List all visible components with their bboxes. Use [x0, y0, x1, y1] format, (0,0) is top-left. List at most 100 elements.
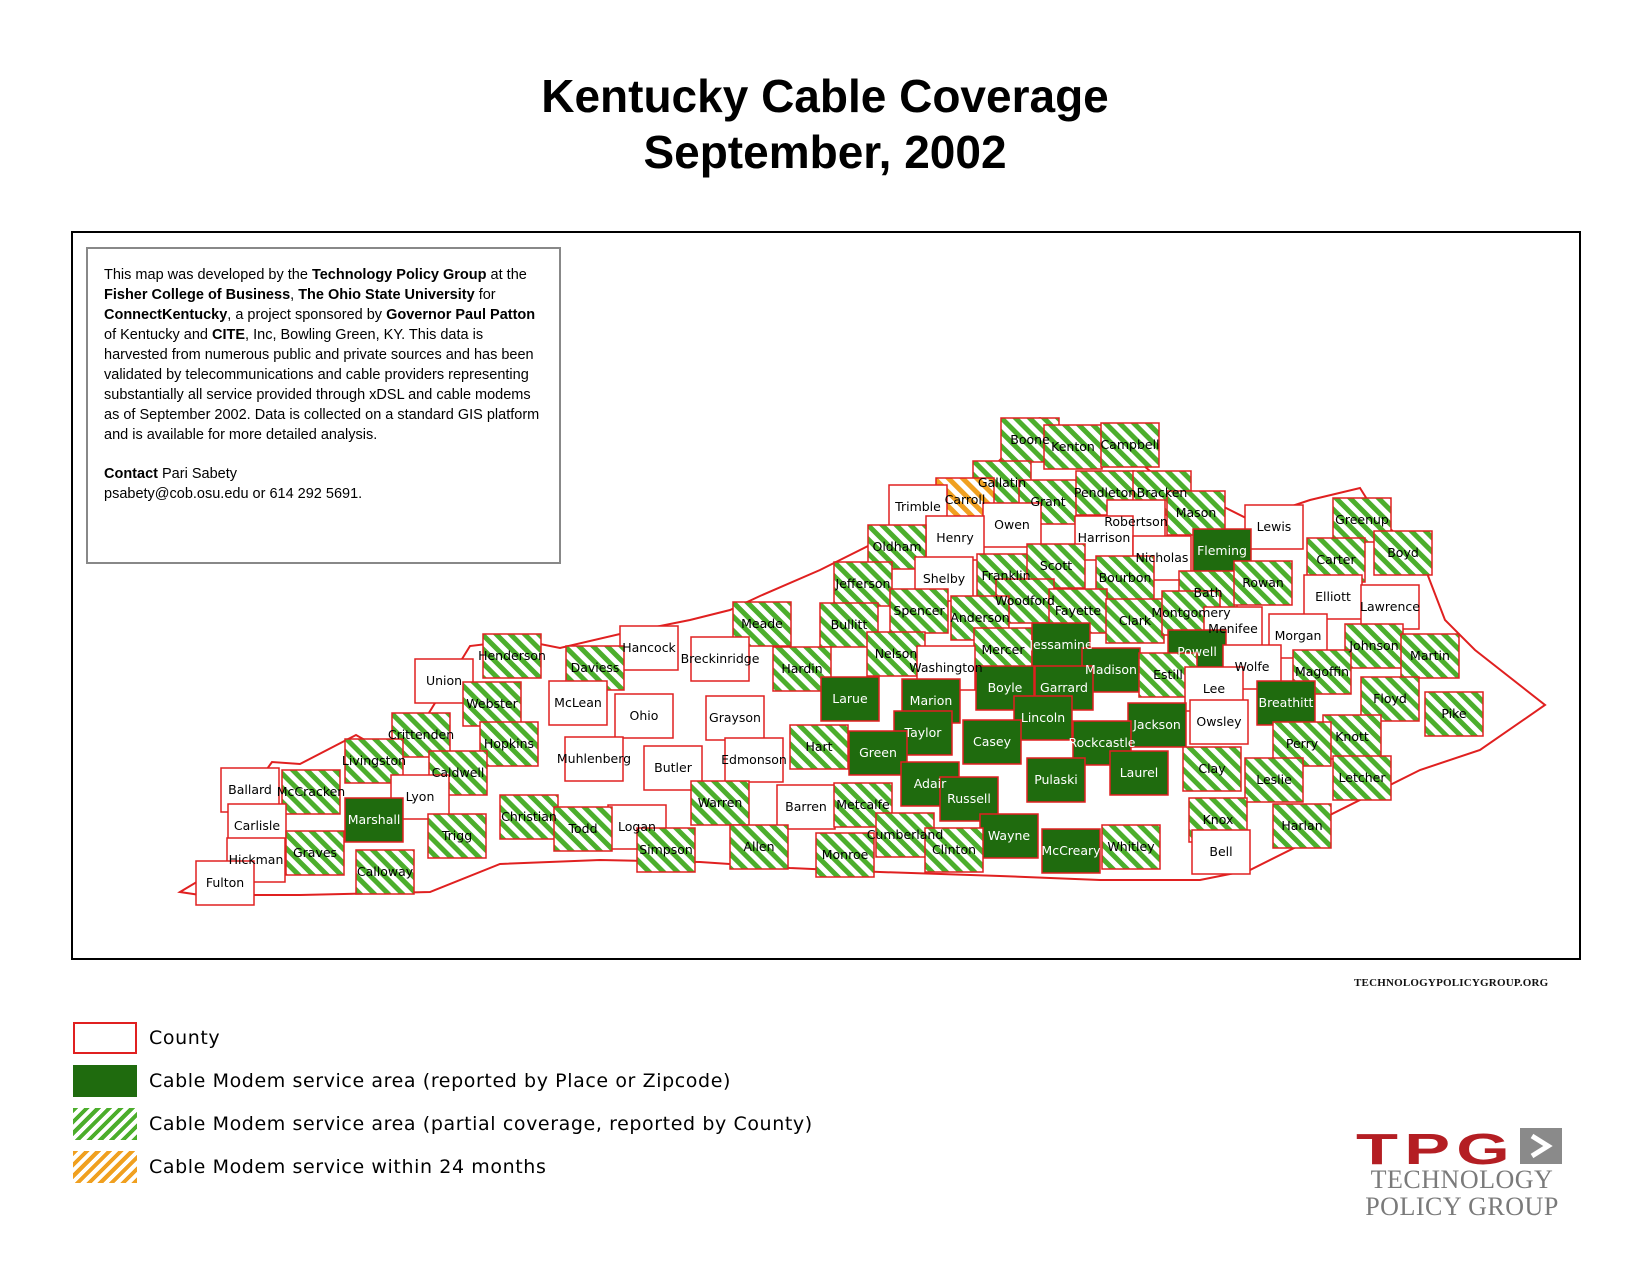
county-label: Carter	[1316, 552, 1356, 567]
county-label: Robertson	[1104, 514, 1168, 529]
legend-item-county: County	[73, 1022, 833, 1056]
legend-swatch-hatch-green	[73, 1108, 137, 1140]
county-warren	[690, 780, 750, 826]
county-label: Estill	[1153, 667, 1183, 682]
county-label: Rowan	[1242, 575, 1284, 590]
county-label: Nelson	[875, 646, 918, 661]
county-label: Shelby	[923, 571, 966, 586]
county-laurel	[1109, 750, 1169, 796]
county-floyd	[1360, 676, 1420, 722]
legend-label: Cable Modem service area (partial covera…	[149, 1113, 813, 1135]
county-whitley	[1101, 824, 1161, 870]
county-label: Hopkins	[484, 736, 534, 751]
info-text: for	[474, 287, 496, 303]
county-label: Green	[859, 745, 897, 760]
county-label: Spencer	[893, 603, 945, 618]
county-label: Caldwell	[432, 765, 485, 780]
county-mason	[1166, 490, 1226, 536]
legend-label: County	[149, 1027, 221, 1049]
county-label: Washington	[909, 660, 982, 675]
county-label: Lincoln	[1021, 710, 1065, 725]
contact-details: psabety@cob.osu.edu or 614 292 5691.	[104, 486, 363, 502]
county-label: Greenup	[1335, 512, 1389, 527]
legend-label: Cable Modem service within 24 months	[149, 1156, 547, 1178]
county-label: McLean	[554, 695, 602, 710]
county-marshall	[344, 797, 404, 843]
county-label: Mercer	[981, 642, 1025, 657]
county-label: McCreary	[1041, 843, 1101, 858]
title-line-2: September, 2002	[643, 126, 1007, 178]
county-elliott	[1303, 574, 1363, 620]
county-muhlenberg	[564, 736, 624, 782]
county-mccracken	[281, 769, 341, 815]
county-barren	[776, 784, 836, 830]
county-label: Larue	[832, 691, 868, 706]
county-label: Knott	[1335, 729, 1369, 744]
county-pike	[1424, 691, 1484, 737]
county-label: Casey	[973, 734, 1012, 749]
county-label: Grant	[1030, 494, 1065, 509]
county-label: Trigg	[441, 828, 472, 843]
county-spencer	[889, 588, 949, 634]
county-label: Jefferson	[835, 576, 891, 591]
county-pulaski	[1026, 757, 1086, 803]
county-bell	[1191, 829, 1251, 875]
county-label: Boyle	[988, 680, 1023, 695]
county-owen	[982, 502, 1042, 548]
county-label: Nicholas	[1136, 550, 1189, 565]
county-label: Mason	[1176, 505, 1217, 520]
county-wayne	[979, 813, 1039, 859]
county-label: Gallatin	[978, 475, 1026, 490]
legend-item-planned: Cable Modem service within 24 months	[73, 1151, 833, 1185]
county-label: Boone	[1010, 432, 1050, 447]
county-label: Martin	[1410, 648, 1450, 663]
county-label: Warren	[698, 795, 743, 810]
arrow-icon	[1530, 1133, 1553, 1159]
legend-item-partial: Cable Modem service area (partial covera…	[73, 1108, 833, 1142]
county-trigg	[427, 813, 487, 859]
county-label: Grayson	[709, 710, 761, 725]
county-label: Breathitt	[1259, 695, 1314, 710]
county-simpson	[636, 827, 696, 873]
county-label: Allen	[743, 839, 774, 854]
county-label: Rockcastle	[1069, 735, 1136, 750]
county-label: Russell	[947, 791, 991, 806]
info-text: This map was developed by the	[104, 267, 312, 283]
county-casey	[962, 719, 1022, 765]
county-label: Laurel	[1120, 765, 1159, 780]
county-label: Anderson	[950, 610, 1009, 625]
county-label: Ballard	[228, 782, 272, 797]
county-rowan	[1233, 560, 1293, 606]
county-label: Fayette	[1055, 603, 1102, 618]
county-label: Union	[426, 673, 462, 688]
county-label: Boyd	[1387, 545, 1419, 560]
county-label: Knox	[1203, 812, 1234, 827]
county-label: Scott	[1040, 558, 1072, 573]
logo-arrow-box	[1520, 1128, 1562, 1164]
county-label: Johnson	[1348, 638, 1398, 653]
county-label: Cumberland	[867, 827, 944, 842]
info-box: This map was developed by the Technology…	[86, 247, 561, 564]
county-label: Woodford	[995, 593, 1055, 608]
county-label: Ohio	[630, 708, 659, 723]
contact-name: Pari Sabety	[157, 466, 237, 482]
info-partner: CITE	[212, 327, 246, 343]
county-knott	[1322, 714, 1382, 760]
county-hart	[789, 724, 849, 770]
county-grayson	[705, 695, 765, 741]
county-label: Livingston	[342, 753, 406, 768]
county-label: Lee	[1203, 681, 1225, 696]
county-label: Whitley	[1107, 839, 1155, 854]
county-label: Barren	[785, 799, 827, 814]
contact-label: Contact	[104, 466, 158, 482]
legend-item-place: Cable Modem service area (reported by Pl…	[73, 1065, 833, 1099]
county-label: Fulton	[206, 875, 244, 890]
county-label: Lyon	[406, 789, 435, 804]
county-label: Clay	[1198, 761, 1226, 776]
county-henderson	[482, 633, 542, 679]
logo-line-2: POLICY GROUP	[1365, 1192, 1559, 1221]
county-label: Oldham	[872, 539, 921, 554]
county-mccreary	[1041, 828, 1101, 874]
county-label: Harrison	[1078, 530, 1131, 545]
county-label-layer: Boone Kenton Campbell Gallatin Carroll Trimbl…	[206, 432, 1467, 890]
